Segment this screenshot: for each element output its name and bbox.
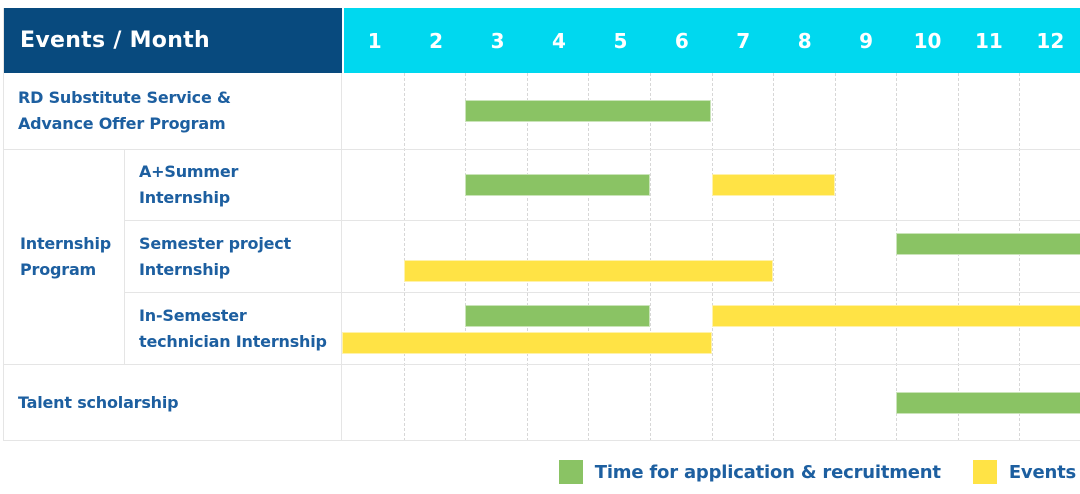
month-header-cell: 5: [613, 28, 628, 53]
group-label-internship-program: Internship Program: [4, 150, 125, 365]
row-label-semester-project-internship: Semester project Internship: [125, 221, 342, 293]
row-label-text: Semester project Internship: [139, 233, 291, 279]
chart-row-a-plus-summer-internship: [342, 150, 1080, 221]
row-label-in-semester-technician-internship: In-Semester technician Internship: [125, 293, 342, 365]
legend-swatch-application-green: [558, 460, 583, 484]
month-header-cell: 1: [367, 28, 382, 53]
month-header-cell: 6: [674, 28, 689, 53]
month-header-cell: 2: [429, 28, 444, 53]
row-label-a-plus-summer-internship: A+Summer Internship: [125, 150, 342, 221]
month-header-cell: 9: [859, 28, 874, 53]
month-header-cell: 7: [736, 28, 751, 53]
month-header-cell: 4: [552, 28, 566, 53]
month-header-cell: 10: [913, 28, 942, 53]
chart-row-rd-substitute-service: [342, 73, 1080, 150]
month-header-cell: 11: [975, 28, 1003, 53]
event-bar: [342, 332, 712, 354]
legend: Time for application & recruitment Event…: [558, 460, 1076, 484]
month-header-cell: 8: [797, 28, 812, 53]
month-header-row: 1 2 3 4 5 6 7 8 9 10 11 12: [342, 8, 1080, 73]
month-header-cell: 3: [490, 28, 505, 53]
table-header-title-text: Events / Month: [20, 28, 210, 53]
legend-label-events: Events: [1008, 461, 1076, 483]
legend-swatch-events-yellow: [972, 460, 997, 484]
legend-label-application: Time for application & recruitment: [594, 461, 941, 483]
chart-row-in-semester-technician-internship: [342, 293, 1080, 365]
application-recruitment-bar: [465, 100, 712, 122]
row-label-text: A+Summer Internship: [139, 162, 239, 207]
event-bar: [403, 260, 774, 282]
chart-row-semester-project-internship: [342, 221, 1080, 293]
row-label-text: Talent scholarship: [18, 392, 179, 412]
group-label-text: Internship Program: [20, 234, 111, 279]
row-label-talent-scholarship: Talent scholarship: [4, 365, 342, 441]
row-label-rd-substitute-service: RD Substitute Service & Advance Offer Pr…: [4, 73, 342, 150]
event-bar: [711, 174, 835, 196]
table-header-title: Events / Month: [4, 8, 342, 73]
row-label-text: In-Semester technician Internship: [139, 305, 327, 351]
application-recruitment-bar: [896, 391, 1080, 414]
month-header-cell: 12: [1036, 28, 1065, 53]
row-label-text: RD Substitute Service & Advance Offer Pr…: [18, 88, 231, 133]
application-recruitment-bar: [465, 174, 650, 196]
event-bar: [711, 305, 1080, 327]
application-recruitment-bar: [465, 305, 650, 327]
application-recruitment-bar: [896, 233, 1080, 255]
chart-row-talent-scholarship: [342, 365, 1080, 441]
events-month-table: Events / Month 1 2 3 4 5 6 7 8 9 10 11 12 RD Substi…: [3, 8, 1080, 441]
